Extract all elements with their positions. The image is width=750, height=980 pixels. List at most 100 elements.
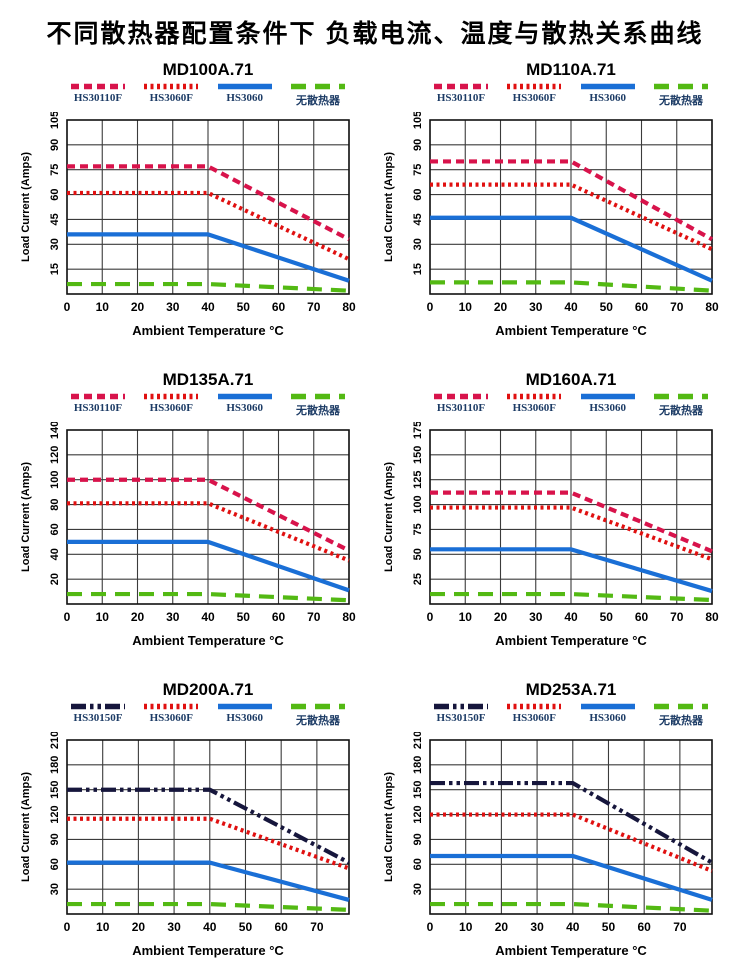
legend-swatch-longdash-line-icon [653,83,708,90]
x-tick-label: 0 [427,610,434,624]
legend-item: HS3060F [503,83,565,108]
y-tick-label: 40 [49,548,61,560]
y-tick-label: 80 [49,498,61,510]
y-tick-label: 180 [412,756,424,774]
x-tick-label: 30 [166,610,180,624]
legend-swatch-longdash-line-icon [290,703,345,710]
y-tick-label: 75 [412,164,424,176]
legend-item: HS3060F [140,703,202,728]
chart-title: MD200A.71 [162,680,254,699]
y-tick-label: 180 [49,756,61,774]
legend-label: HS3060 [589,712,626,724]
x-tick-label: 10 [459,610,473,624]
y-axis-label: Load Current (Amps) [383,772,395,882]
chart-legend: HS30110F HS3060F HS3060 无散热器 [430,393,712,418]
series-line-dotted [67,501,350,563]
legend-swatch-dashed-line-icon [71,83,125,90]
x-tick-label: 60 [274,920,288,934]
y-tick-label: 30 [49,883,61,895]
legend-label: HS3060F [149,92,194,104]
x-tick-label: 60 [272,300,286,314]
x-tick-label: 30 [529,300,543,314]
chart-title: MD253A.71 [525,680,617,699]
x-tick-label: 10 [96,300,110,314]
x-axis-label: Ambient Temperature °C [132,323,284,338]
y-tick-label: 105 [412,112,424,129]
x-tick-label: 30 [166,300,180,314]
x-tick-label: 50 [237,610,251,624]
legend-item: HS3060F [140,83,202,108]
x-tick-label: 70 [307,610,321,624]
series-line-solid [430,547,713,594]
y-tick-label: 125 [412,471,424,489]
legend-swatch-solid-line-icon [217,703,272,710]
plot-border [66,119,350,295]
legend-swatch-solid-line-icon [580,83,635,90]
x-tick-label: 10 [459,920,473,934]
legend-swatch-dotted-line-icon [507,83,562,90]
legend-label: 无散热器 [658,715,703,727]
legend-swatch-longdash-line-icon [290,393,345,400]
chart-legend: HS30150F HS3060F HS3060 无散热器 [430,703,712,728]
chart-title: MD160A.71 [525,370,617,389]
y-tick-label: 60 [49,188,61,200]
y-tick-label: 140 [49,422,61,439]
legend-label: 无散热器 [295,405,340,417]
legend-label: HS3060 [226,92,263,104]
x-tick-label: 20 [131,610,145,624]
x-tick-label: 80 [342,300,356,314]
legend-label: HS30110F [73,92,123,104]
y-tick-label: 150 [412,446,424,464]
series-line-solid [430,215,713,283]
series-line-solid [67,860,350,902]
y-axis-label: Load Current (Amps) [383,462,395,572]
chart-plot-area: 0 10 20 30 40 50 60 70 80 25 50 75 100 125 150 175 Load … [378,422,730,650]
x-tick-label: 80 [705,610,719,624]
legend-item: HS3060 [577,393,639,418]
x-tick-label: 70 [673,920,687,934]
legend-swatch-dashed-line-icon [434,393,488,400]
series-line-dashed [430,490,713,554]
x-tick-label: 60 [635,610,649,624]
y-tick-label: 120 [412,805,424,823]
series-line-dashed [430,159,714,242]
x-tick-label: 40 [564,610,578,624]
x-tick-label: 40 [201,300,215,314]
x-tick-label: 50 [602,920,616,934]
series-line-longdash [430,901,713,913]
chart-legend: HS30110F HS3060F HS3060 无散热器 [430,83,712,108]
x-tick-label: 50 [239,920,253,934]
series-line-longdash [67,901,350,912]
series-line-dashdotdot [430,780,714,865]
y-tick-label: 45 [412,213,424,225]
x-tick-label: 30 [530,920,544,934]
chart-legend: HS30150F HS3060F HS3060 无散热器 [67,703,349,728]
y-tick-label: 25 [412,573,424,585]
x-tick-label: 40 [203,920,217,934]
y-tick-label: 50 [412,548,424,560]
charts-grid: MD100A.71 HS30110F HS3060F HS3060 无散热器 0 10 2… [0,60,750,980]
chart-plot-area: 0 10 20 30 40 50 60 70 80 15 30 45 60 75 90 105 Load Cur… [15,112,367,340]
y-tick-label: 75 [412,523,424,535]
legend-swatch-longdash-line-icon [653,393,708,400]
x-tick-label: 40 [564,300,578,314]
x-tick-label: 50 [237,300,251,314]
legend-label: HS3060F [149,402,194,414]
x-axis-label: Ambient Temperature °C [495,323,647,338]
y-tick-label: 120 [49,446,61,464]
legend-swatch-dashed-line-icon [434,83,488,90]
legend-label: HS3060F [512,92,557,104]
x-tick-label: 60 [637,920,651,934]
x-tick-label: 50 [600,300,614,314]
y-tick-label: 60 [412,188,424,200]
x-axis-label: Ambient Temperature °C [132,943,284,958]
x-tick-label: 70 [670,610,684,624]
x-axis-label: Ambient Temperature °C [495,633,647,648]
legend-item: HS30110F [430,83,492,108]
legend-item: HS30110F [430,393,492,418]
x-tick-label: 70 [307,300,321,314]
x-tick-label: 0 [64,610,71,624]
legend-label: 无散热器 [295,715,340,727]
series-line-dashdotdot [67,787,350,865]
y-axis-label: Load Current (Amps) [20,772,32,882]
